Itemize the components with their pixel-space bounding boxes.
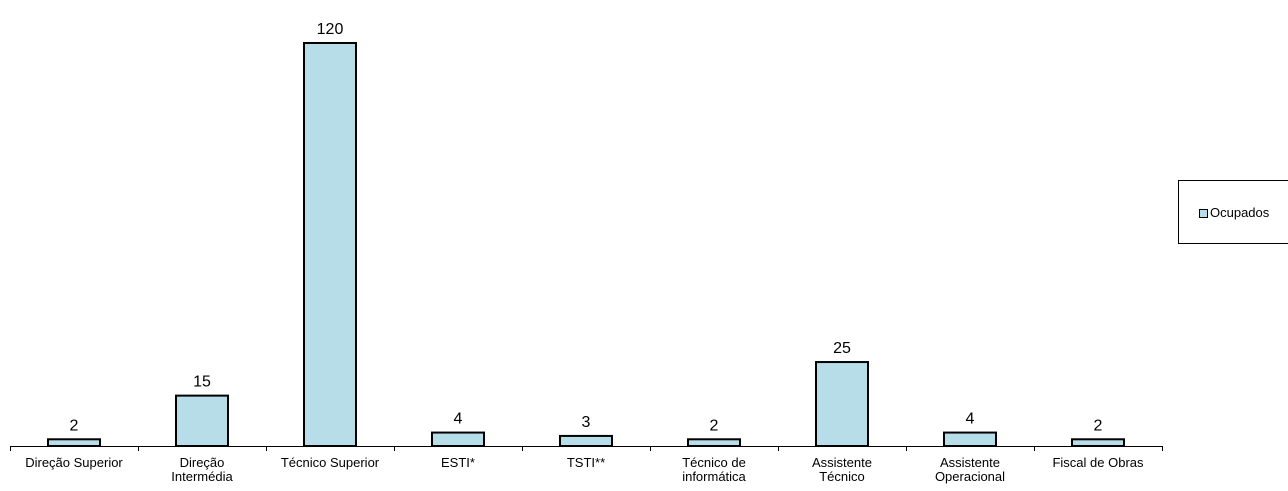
bar: [47, 438, 101, 447]
data-label: 4: [454, 411, 463, 428]
data-label: 2: [70, 417, 79, 434]
data-label: 120: [317, 21, 344, 38]
data-label: 25: [833, 340, 851, 357]
bar: [815, 361, 869, 447]
x-tick-label: Técnico de informática: [682, 455, 746, 484]
bar: [175, 394, 229, 447]
legend-label-ocupados: Ocupados: [1210, 205, 1270, 220]
legend: Ocupados: [1178, 180, 1288, 244]
x-tick-label: TSTI**: [567, 455, 605, 470]
bar: [1071, 438, 1125, 447]
bars-group: [47, 42, 1125, 448]
bar: [303, 42, 357, 447]
x-tick-label: Direção Intermédia: [171, 455, 233, 484]
x-tick-label: Assistente Técnico: [812, 455, 872, 484]
data-labels-group: 2 15 120 4 3 2 25 4 2: [70, 21, 1103, 434]
data-label: 2: [710, 417, 719, 434]
x-axis-ticks: [10, 446, 1163, 451]
legend-swatch: [1199, 209, 1208, 218]
x-tick-label: ESTI*: [441, 455, 475, 470]
bar: [431, 431, 485, 448]
x-tick-label: Assistente Operacional: [935, 455, 1005, 484]
data-label: 4: [966, 411, 975, 428]
x-tick-label: Direção Superior: [25, 455, 123, 470]
x-tick-label: Fiscal de Obras: [1052, 455, 1144, 470]
bar: [559, 434, 613, 447]
x-tick-label: Técnico Superior: [281, 455, 380, 470]
data-label: 2: [1094, 417, 1103, 434]
data-label: 15: [193, 374, 211, 391]
bar: [687, 438, 741, 447]
bar: [943, 431, 997, 448]
x-axis-labels: Direção Superior Direção Intermédia Técnico…: [25, 455, 1144, 484]
data-label: 3: [582, 414, 591, 431]
